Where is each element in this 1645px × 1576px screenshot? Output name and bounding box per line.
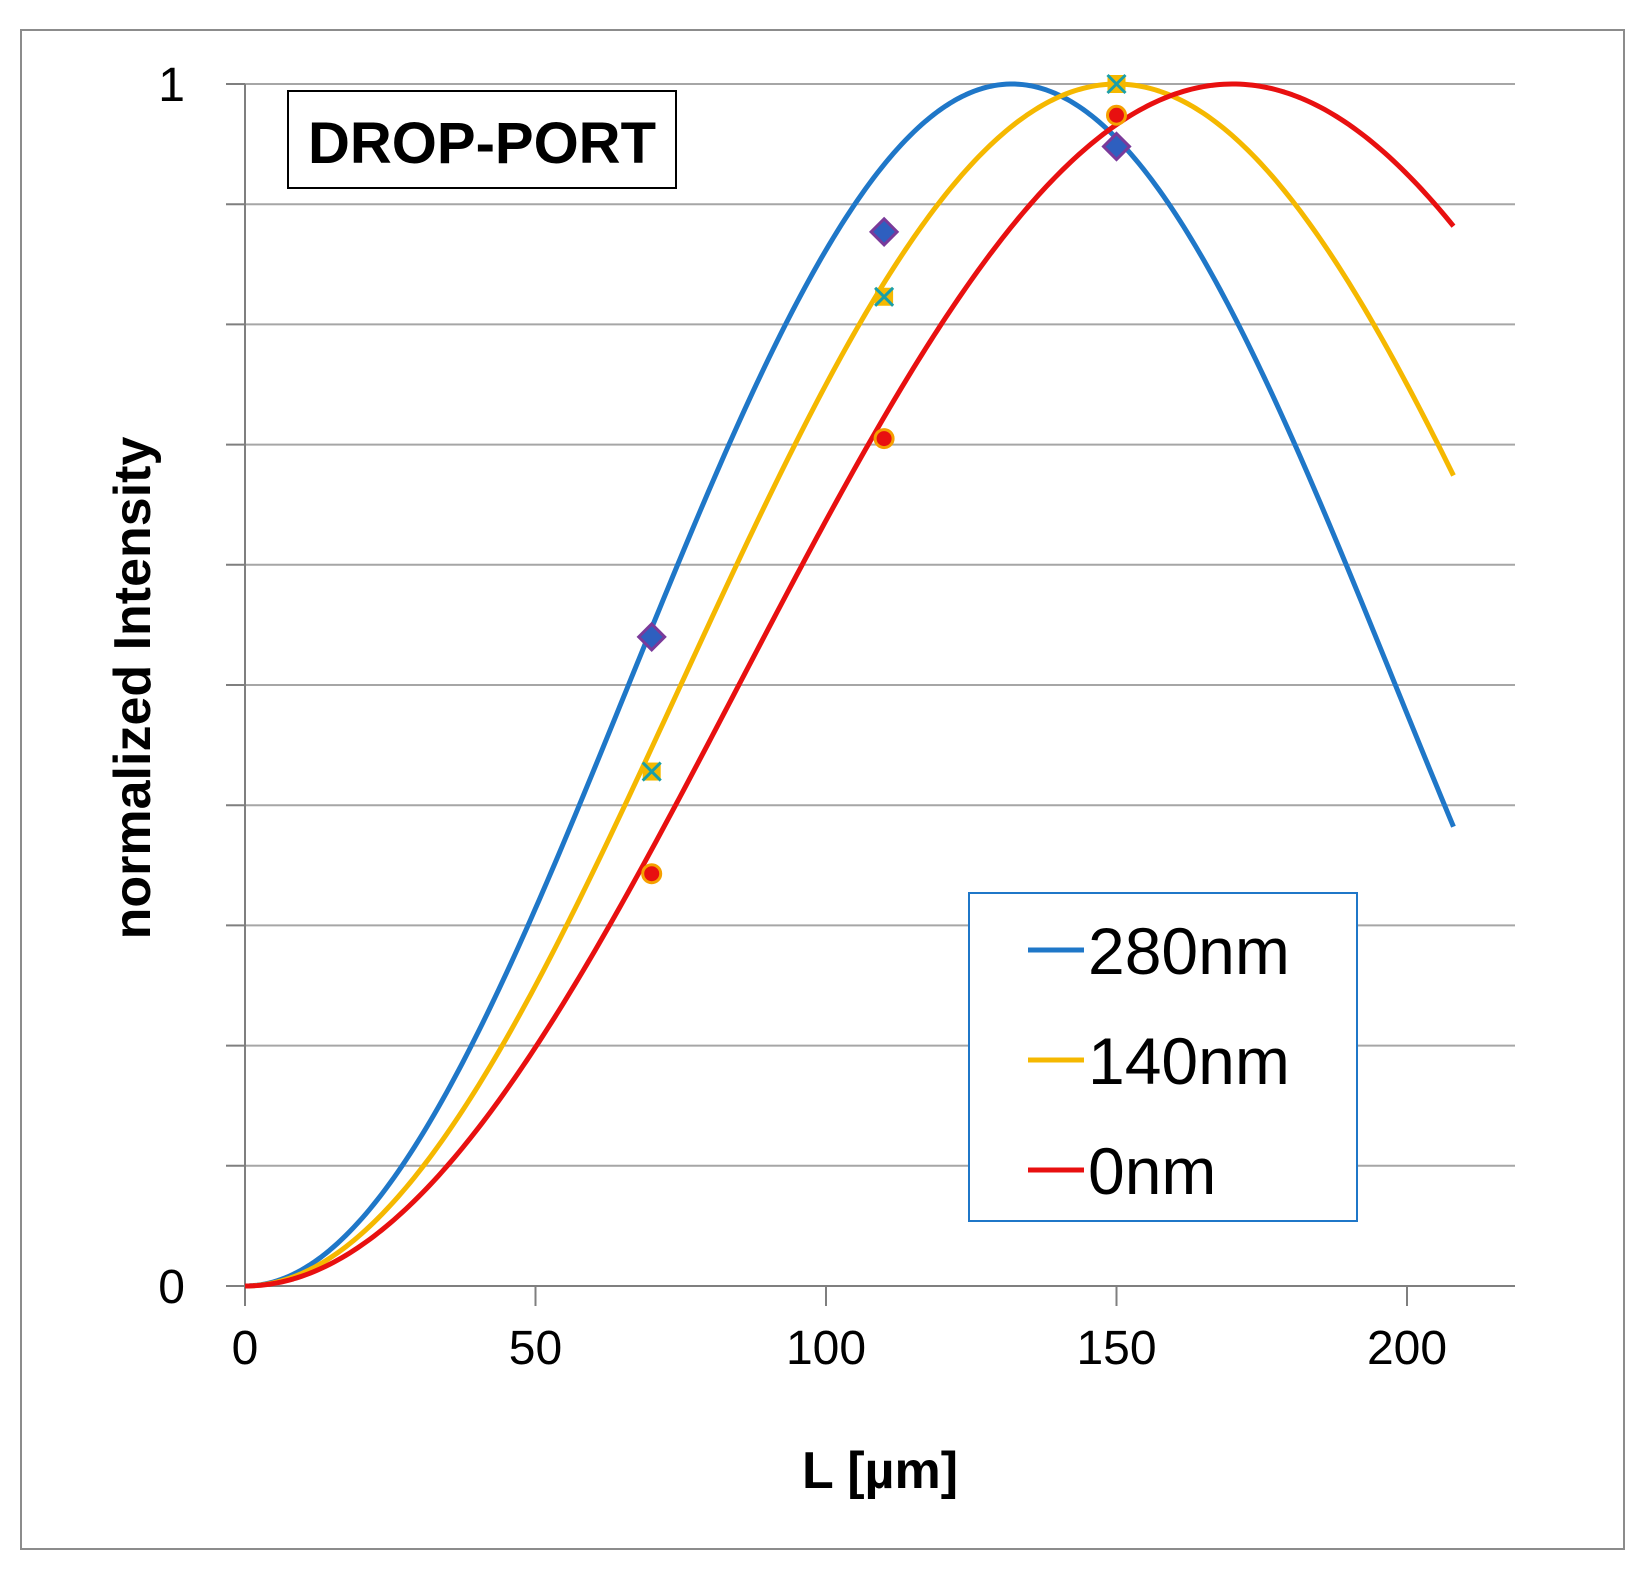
x-axis-title: L [µm] [802, 1442, 958, 1500]
series-curves [244, 81, 1456, 1289]
series-line-140nm [244, 81, 1456, 1289]
legend-label-140nm: 140nm [1088, 1024, 1290, 1098]
annotation-frame [287, 90, 677, 189]
data-point-140nm-0 [641, 761, 662, 782]
data-point-280nm-1 [868, 216, 900, 247]
series-line-280nm [244, 81, 1456, 1289]
data-point-0nm-0 [641, 863, 663, 885]
legend: 280nm 140nm 0nm [968, 892, 1358, 1222]
data-point-140nm-1 [874, 286, 895, 307]
x-tick-label: 100 [786, 1322, 866, 1375]
y-tick-label: 1 [158, 59, 185, 112]
annotation-label: DROP-PORT [308, 111, 656, 176]
data-point-280nm-2 [1101, 131, 1132, 162]
y-tick-label: 0 [158, 1261, 185, 1314]
series-line-0nm [244, 81, 1456, 1289]
data-point-0nm-1 [873, 428, 895, 450]
x-tick-label: 50 [509, 1322, 562, 1375]
tick-marks: 0 50 100 150 200 0 1 [158, 59, 1447, 1375]
y-axis-title: normalized Intensity [104, 437, 162, 940]
x-tick-label: 0 [232, 1322, 259, 1375]
data-point-x-cross [874, 286, 895, 307]
annotation-box: DROP-PORT [287, 90, 677, 189]
legend-label-0nm: 0nm [1088, 1134, 1216, 1208]
x-tick-label: 150 [1076, 1322, 1156, 1375]
data-point-280nm-0 [636, 621, 667, 653]
x-tick-label: 200 [1367, 1322, 1447, 1375]
series-markers [636, 73, 1132, 885]
data-point-0nm-2 [1106, 104, 1127, 126]
data-point-140nm-2 [1106, 73, 1127, 95]
data-point-x-cross [641, 761, 662, 782]
chart-frame [20, 29, 1625, 1550]
data-point-x-cross [1106, 73, 1127, 95]
legend-label-280nm: 280nm [1088, 914, 1290, 988]
